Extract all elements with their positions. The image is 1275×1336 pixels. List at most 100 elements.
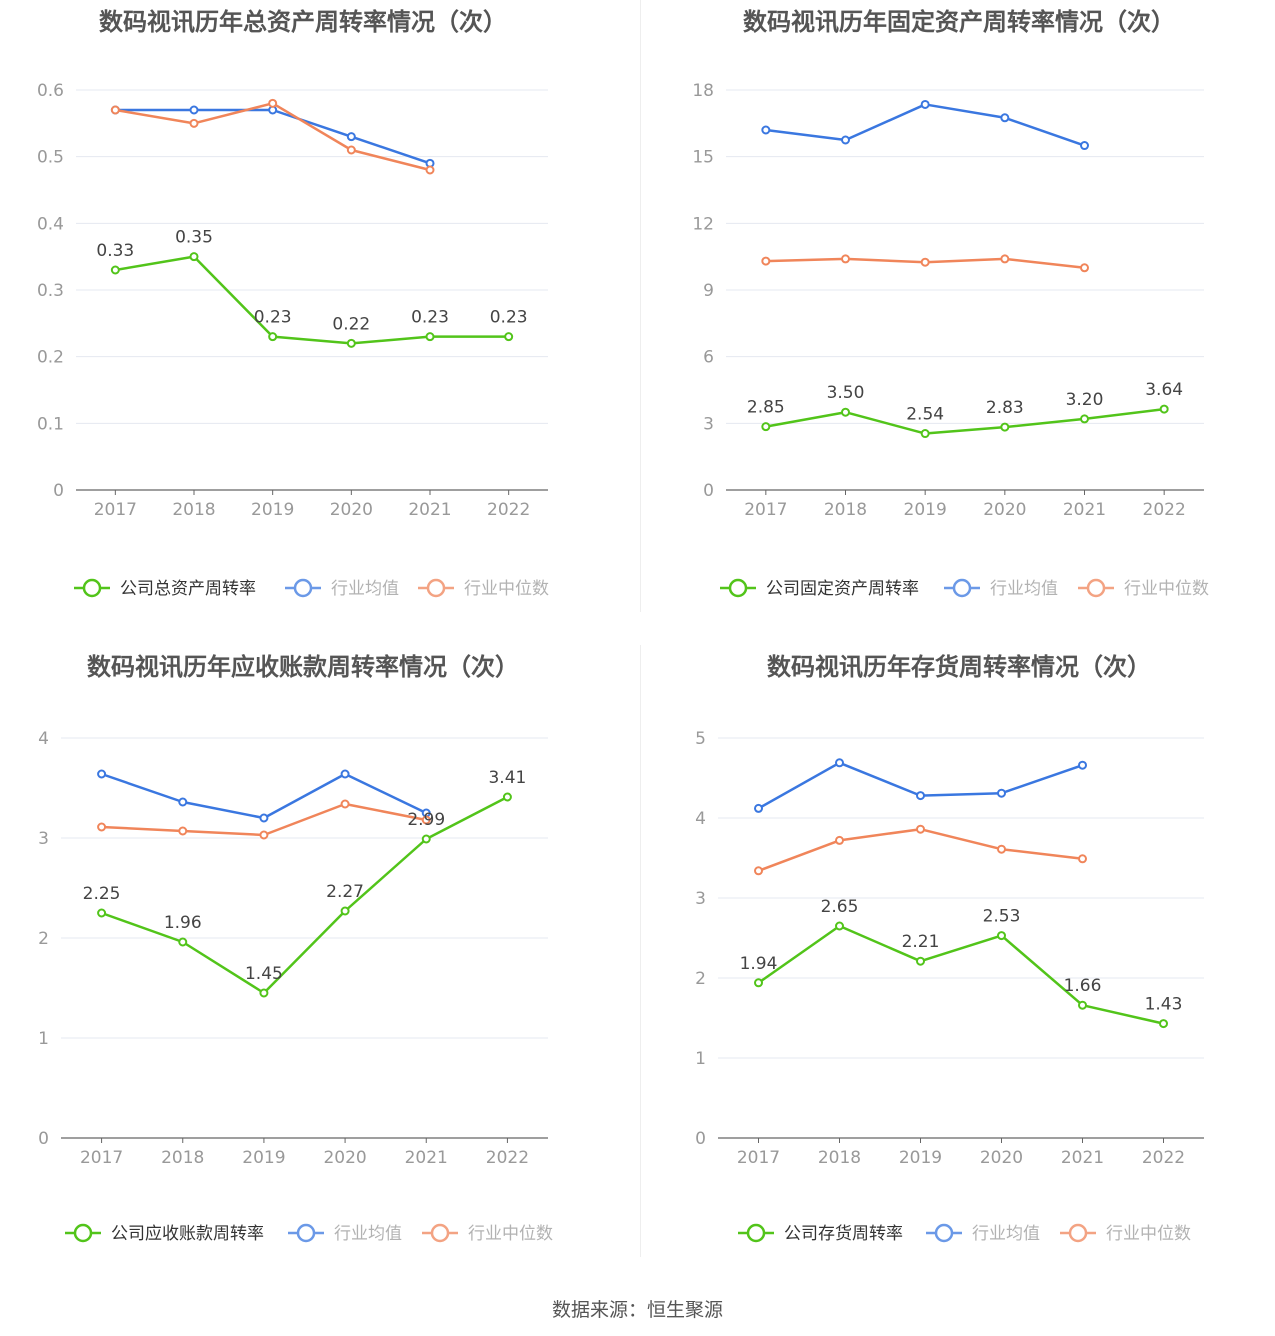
data-point-company bbox=[1159, 404, 1169, 414]
data-label: 1.43 bbox=[1145, 995, 1183, 1015]
data-point-company bbox=[189, 252, 199, 262]
data-label: 3.50 bbox=[827, 383, 865, 403]
x-tick-label: 2018 bbox=[161, 1148, 204, 1168]
y-tick-label: 1 bbox=[38, 1029, 49, 1049]
data-point-avg bbox=[259, 813, 269, 823]
data-label: 2.27 bbox=[326, 882, 364, 902]
fixed-asset-turnover-chart: 数码视讯历年固定资产周转率情况（次） 0 3 6 9 12 15 18 2017 2018 2019… bbox=[692, 8, 1209, 599]
data-point-company bbox=[841, 407, 850, 417]
x-tick-label: 2020 bbox=[323, 1148, 366, 1168]
data-point-median bbox=[1000, 254, 1010, 264]
data-point-avg bbox=[916, 791, 925, 801]
data-label: 2.54 bbox=[906, 405, 944, 425]
legend-swatch-marker bbox=[82, 578, 102, 598]
data-point-company bbox=[268, 332, 278, 342]
legend-label: 行业中位数 bbox=[468, 1224, 553, 1244]
legend-item-avg: 行业均值 bbox=[944, 578, 1058, 599]
data-label: 3.64 bbox=[1145, 380, 1183, 400]
legend-swatch-marker bbox=[1068, 1223, 1088, 1243]
legend-swatch-marker bbox=[1086, 578, 1106, 598]
data-point-avg bbox=[346, 132, 356, 142]
data-label: 3.20 bbox=[1066, 390, 1104, 410]
x-tick-label: 2018 bbox=[824, 500, 867, 520]
legend-item-avg: 行业均值 bbox=[926, 1223, 1040, 1244]
legend-label: 公司存货周转率 bbox=[784, 1224, 903, 1244]
data-point-median bbox=[268, 98, 278, 108]
x-tick-label: 2017 bbox=[744, 500, 787, 520]
data-point-avg bbox=[761, 125, 771, 135]
legend-item-median: 行业中位数 bbox=[422, 1223, 553, 1244]
x-tick-label: 2019 bbox=[904, 500, 947, 520]
data-point-company bbox=[421, 834, 431, 844]
x-tick-label: 2020 bbox=[330, 500, 373, 520]
legend-swatch-marker bbox=[728, 578, 748, 598]
x-tick-label: 2018 bbox=[172, 500, 215, 520]
y-tick-label: 3 bbox=[695, 889, 706, 909]
data-point-avg bbox=[841, 135, 850, 145]
chart-panel-receivables: 数码视讯历年应收账款周转率情况（次） 0 1 2 3 4 2017 2018 2019 2020 2… bbox=[0, 645, 637, 1290]
legend-label: 行业均值 bbox=[334, 1224, 402, 1244]
data-point-median bbox=[189, 118, 199, 128]
y-tick-label: 3 bbox=[38, 829, 49, 849]
legend-swatch-marker bbox=[430, 1223, 450, 1243]
data-point-company bbox=[110, 265, 120, 275]
data-label: 0.23 bbox=[254, 308, 292, 328]
data-point-avg bbox=[97, 769, 107, 779]
data-point-company bbox=[1078, 1000, 1087, 1010]
data-point-company bbox=[259, 988, 269, 998]
data-point-avg bbox=[178, 797, 188, 807]
x-tick-label: 2017 bbox=[80, 1148, 123, 1168]
data-label: 0.35 bbox=[175, 228, 213, 248]
legend-label: 行业均值 bbox=[331, 579, 399, 599]
data-point-avg bbox=[1080, 141, 1089, 151]
legend-swatch-marker bbox=[296, 1223, 316, 1243]
data-label: 2.85 bbox=[747, 398, 785, 418]
y-tick-label: 2 bbox=[38, 929, 49, 949]
chart-panel-total-assets: 数码视讯历年总资产周转率情况（次） 0 0.1 0.2 0.3 0.4 0.5 0.6 2017… bbox=[0, 0, 637, 645]
data-point-company bbox=[920, 429, 930, 439]
legend-item-avg: 行业均值 bbox=[285, 578, 399, 599]
receivables-turnover-chart: 数码视讯历年应收账款周转率情况（次） 0 1 2 3 4 2017 2018 2019 2020 2… bbox=[38, 653, 553, 1244]
series-line-company bbox=[757, 924, 1164, 1025]
data-point-avg bbox=[340, 769, 350, 779]
y-tick-label: 0.2 bbox=[37, 348, 64, 368]
x-tick-label: 2021 bbox=[405, 1148, 448, 1168]
chart-panel-inventory: 数码视讯历年存货周转率情况（次） 0 1 2 3 4 5 2017 2018 2019 2020 20… bbox=[638, 645, 1275, 1290]
data-point-avg bbox=[1000, 113, 1010, 123]
series-line-avg bbox=[765, 103, 1085, 147]
data-point-median bbox=[835, 835, 844, 845]
data-point-avg bbox=[1078, 760, 1087, 770]
y-tick-label: 0 bbox=[53, 481, 64, 501]
legend-item-median: 行业中位数 bbox=[1060, 1223, 1191, 1244]
series-line-company bbox=[765, 407, 1165, 435]
y-tick-label: 0 bbox=[38, 1129, 49, 1149]
data-point-avg bbox=[189, 105, 199, 115]
y-tick-label: 5 bbox=[695, 729, 706, 749]
legend-item-company: 公司固定资产周转率 bbox=[720, 578, 919, 599]
data-point-median bbox=[425, 165, 435, 175]
data-label: 1.45 bbox=[245, 964, 283, 984]
legend-swatch-marker bbox=[952, 578, 972, 598]
legend-swatch-marker bbox=[73, 1223, 93, 1243]
y-tick-label: 0 bbox=[703, 481, 714, 501]
chart-panel-fixed-assets: 数码视讯历年固定资产周转率情况（次） 0 3 6 9 12 15 18 2017 2018 2019… bbox=[638, 0, 1275, 645]
chart-title: 数码视讯历年应收账款周转率情况（次） bbox=[87, 653, 519, 681]
y-tick-label: 0.6 bbox=[37, 81, 64, 101]
data-point-company bbox=[1000, 422, 1010, 432]
data-source-note: 数据来源：恒生聚源 bbox=[551, 1299, 723, 1321]
legend-label: 行业均值 bbox=[972, 1224, 1040, 1244]
data-label: 0.23 bbox=[411, 308, 449, 328]
legend-label: 公司固定资产周转率 bbox=[766, 579, 919, 599]
y-tick-label: 0.1 bbox=[37, 414, 64, 434]
data-point-avg bbox=[754, 803, 763, 813]
legend-item-company: 公司应收账款周转率 bbox=[65, 1223, 264, 1244]
y-tick-label: 0.3 bbox=[37, 281, 64, 301]
chart-title: 数码视讯历年存货周转率情况（次） bbox=[767, 653, 1151, 681]
x-tick-label: 2019 bbox=[251, 500, 294, 520]
y-tick-label: 15 bbox=[692, 148, 714, 168]
data-label: 0.22 bbox=[332, 314, 370, 334]
data-label: 1.94 bbox=[740, 954, 778, 974]
data-point-company bbox=[1159, 1019, 1168, 1029]
data-point-median bbox=[1078, 854, 1087, 864]
x-tick-label: 2018 bbox=[818, 1148, 861, 1168]
